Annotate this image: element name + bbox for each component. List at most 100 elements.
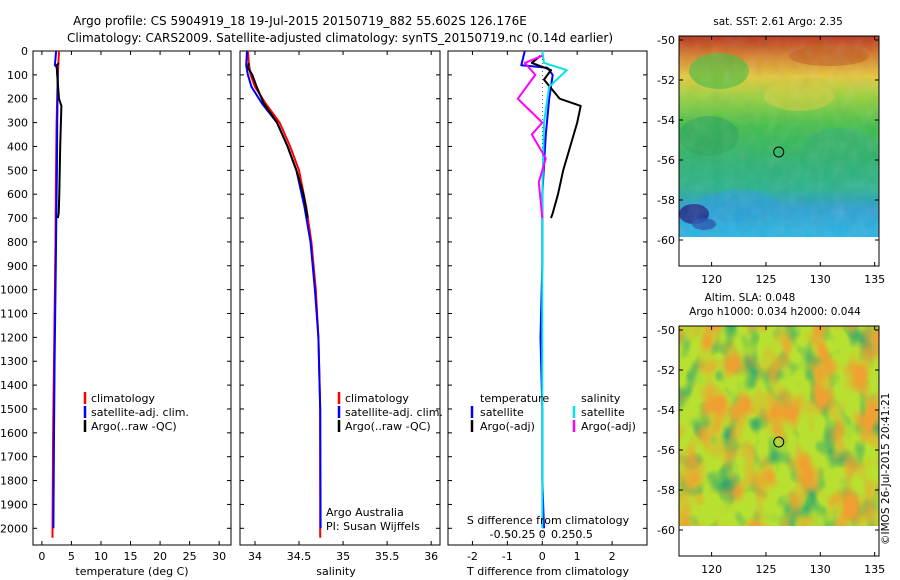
legend-t-argo: Argo(-adj): [480, 420, 535, 433]
sst-map-panel: sat. SST: 2.61 Argo: 2.35: [657, 16, 885, 286]
legend-satellite-adj: satellite-adj. clim.: [91, 406, 189, 419]
argo-location-marker: [773, 436, 785, 448]
map-lat-label: -60: [657, 234, 675, 247]
series-line-1: [245, 50, 322, 529]
legend-argo: Argo(..raw -QC): [345, 420, 431, 433]
series-line-1: [530, 55, 582, 219]
temperature-xlabel: temperature (deg C): [75, 565, 188, 578]
depth-axis: 0 100 200 300 400 500 600 700 800 900 1000 1100 1200…: [0, 45, 231, 535]
depth-tick-label: 1600: [0, 427, 28, 440]
temperature-series: [51, 50, 63, 538]
sla-map-frame: [678, 325, 880, 557]
depth-tick-label: 900: [7, 260, 28, 273]
x-tick-label: 0: [539, 550, 546, 563]
legend-climatology: climatology: [91, 392, 155, 405]
x-tick-label: 1: [574, 550, 581, 563]
sla-map-title: Altim. SLA: 0.048: [705, 292, 796, 304]
difference-y-ticks: [448, 50, 647, 529]
map-lat-label: -52: [657, 364, 675, 377]
sst-map-x-axis: 120 125 130 135: [701, 36, 885, 286]
series-line-2: [55, 62, 63, 219]
x-tick-label: 0: [38, 550, 45, 563]
x-tick-label: 2: [609, 550, 616, 563]
depth-tick-label: 700: [7, 212, 28, 225]
argo-australia-label: Argo Australia: [326, 506, 404, 519]
s-tick-label: 0.5: [575, 528, 593, 541]
figure-title-line2: Climatology: CARS2009. Satellite-adjuste…: [67, 31, 613, 45]
map-lat-label: -50: [657, 34, 675, 47]
series-line-0: [246, 50, 322, 538]
map-lon-label: 130: [810, 273, 831, 286]
series-line-3: [516, 54, 547, 219]
s-tick-label: 0: [539, 528, 546, 541]
x-tick-label: 5: [68, 550, 75, 563]
sla-map-land-mask: [679, 526, 879, 556]
map-lon-label: 125: [755, 563, 776, 576]
x-tick-label: -2: [467, 550, 478, 563]
legend-s-satellite: satellite: [581, 406, 625, 419]
legend-argo: Argo(..raw -QC): [91, 420, 177, 433]
x-tick-label: 35: [336, 550, 350, 563]
imos-credit: ©IMOS 26-Jul-2015 20:41:21: [880, 393, 892, 545]
x-tick-label: 36: [424, 550, 438, 563]
salinity-y-ticks: [240, 50, 440, 529]
difference-series: [516, 50, 582, 529]
series-line-2: [246, 62, 309, 219]
series-line-0: [520, 50, 554, 529]
sst-map-y-axis: -50 -52 -54 -56 -58 -60: [657, 34, 879, 247]
map-lon-label: 130: [810, 563, 831, 576]
map-lon-label: 135: [864, 273, 885, 286]
depth-tick-label: 400: [7, 140, 28, 153]
legend-t-satellite: satellite: [480, 406, 524, 419]
depth-tick-label: 800: [7, 236, 28, 249]
map-lon-label: 135: [864, 563, 885, 576]
sla-map-panel: Altim. SLA: 0.048 Argo h1000: 0.034 h200…: [657, 292, 885, 576]
sst-map-frame: [678, 35, 880, 267]
depth-tick-label: 1100: [0, 308, 28, 321]
depth-tick-label: 1300: [0, 355, 28, 368]
sst-map-image: [679, 36, 879, 238]
map-lon-label: 125: [755, 273, 776, 286]
map-lat-label: -56: [657, 154, 675, 167]
salinity-xlabel: salinity: [316, 565, 356, 578]
map-lat-label: -56: [657, 444, 675, 457]
salinity-x-axis: 34 34.5 35 35.5 36: [248, 51, 438, 563]
legend-salinity-heading: salinity: [581, 392, 621, 405]
difference-x-axis: -2 -1 0 1 2 -0.5-0.25 0 0.25 0.5: [467, 51, 616, 563]
sla-map-image: [679, 326, 879, 526]
map-lon-label: 120: [701, 273, 722, 286]
x-tick-label: 15: [124, 550, 138, 563]
depth-tick-label: 1500: [0, 403, 28, 416]
depth-tick-label: 1800: [0, 475, 28, 488]
depth-tick-label: 1700: [0, 451, 28, 464]
figure-title-line1: Argo profile: CS 5904919_18 19-Jul-2015 …: [73, 14, 527, 28]
depth-tick-label: 1900: [0, 498, 28, 511]
legend-satellite-adj: satellite-adj. clim.: [345, 406, 443, 419]
s-tick-label: -0.25: [507, 528, 535, 541]
legend-s-argo: Argo(-adj): [581, 420, 636, 433]
s-diff-label: S difference from climatology: [467, 514, 630, 527]
map-lat-label: -54: [657, 404, 675, 417]
x-tick-label: 30: [212, 550, 226, 563]
s-tick-label: -0.5: [490, 528, 511, 541]
map-lat-label: -50: [657, 324, 675, 337]
sst-map-land-mask: [679, 237, 879, 266]
salinity-series: [245, 50, 322, 538]
sst-map-title: sat. SST: 2.61 Argo: 2.35: [713, 16, 843, 28]
legend-climatology: climatology: [345, 392, 409, 405]
depth-tick-label: 500: [7, 164, 28, 177]
temperature-legend: climatology satellite-adj. clim. Argo(..…: [83, 392, 189, 433]
x-tick-label: 34: [248, 550, 262, 563]
pi-label: PI: Susan Wijffels: [326, 520, 420, 533]
depth-tick-label: 1000: [0, 284, 28, 297]
x-tick-label: 34.5: [287, 550, 312, 563]
sla-map-y-axis: -50 -52 -54 -56 -58 -60: [657, 324, 879, 537]
difference-panel: -2 -1 0 1 2 -0.5-0.25 0 0.25 0.5 S difference fr…: [447, 50, 648, 578]
map-lat-label: -54: [657, 114, 675, 127]
temperature-x-axis: 0 5 10 15 20 25 30: [38, 51, 226, 563]
argo-location-marker: [773, 146, 785, 158]
series-line-2: [541, 50, 568, 529]
map-lat-label: -60: [657, 524, 675, 537]
depth-tick-label: 600: [7, 188, 28, 201]
depth-tick-label: 1200: [0, 331, 28, 344]
